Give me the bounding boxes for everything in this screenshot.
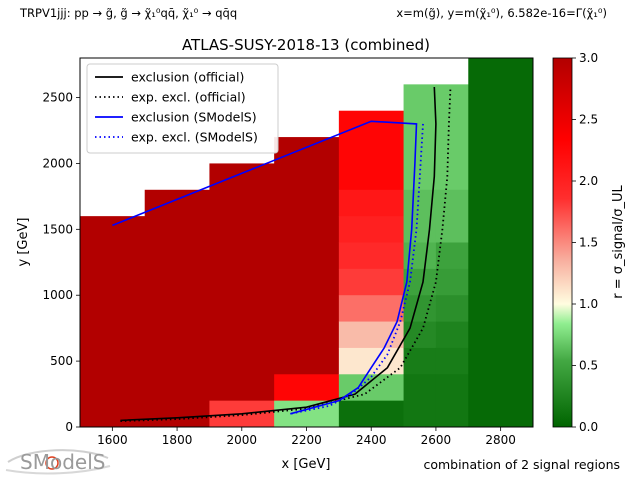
smodels-logo: SModelS — [5, 449, 111, 475]
heatmap-cell — [435, 374, 469, 427]
heatmap-cell — [403, 295, 437, 322]
y-tick-label: 2500 — [42, 91, 73, 105]
heatmap-cell — [338, 216, 404, 243]
heatmap-cell — [274, 374, 340, 402]
colorbar-tick-label: 2.5 — [579, 113, 598, 127]
legend-label: exclusion (SModelS) — [131, 110, 257, 125]
colorbar-label: r = σ_signal/σ_UL — [611, 184, 626, 298]
colorbar-ticks: 0.0 0.5 1.0 1.5 2.0 2.5 3.0 — [572, 51, 598, 434]
heatmap-cell — [468, 58, 533, 427]
footer-note: combination of 2 signal regions — [423, 457, 620, 472]
chart-title: ATLAS-SUSY-2018-13 (combined) — [182, 36, 430, 54]
legend-box — [86, 63, 279, 154]
colorbar-label-text: r = σ_signal/σ_UL — [611, 184, 626, 298]
heatmap-cell — [338, 400, 404, 427]
x-tick-label: 2800 — [485, 433, 516, 447]
legend: exclusion (official) exp. excl. (official… — [86, 63, 279, 154]
heatmap-cell — [435, 268, 469, 296]
expected-exclusion-smodels-line — [290, 123, 424, 415]
y-tick-label: 1500 — [42, 222, 73, 236]
heatmap-cell — [435, 321, 469, 349]
heatmap-cell — [435, 189, 469, 243]
heatmap-cell — [403, 84, 437, 191]
exclusion-smodels-line — [112, 120, 418, 415]
colorbar — [552, 57, 573, 428]
heatmap-cell — [274, 400, 340, 427]
y-axis: 0 500 1000 1500 2000 2500 — [42, 91, 80, 434]
logo-o-ring — [45, 456, 59, 470]
heatmap-cell — [338, 321, 404, 349]
heatmap-cell — [338, 242, 404, 270]
heatmap-cell — [338, 295, 404, 322]
colorbar-tick-label: 0.0 — [579, 420, 598, 434]
x-tick-label: 1600 — [97, 433, 128, 447]
x-tick-label: 2600 — [421, 433, 452, 447]
heatmap-cell — [338, 268, 404, 296]
colorbar-tick-label: 0.5 — [579, 359, 598, 373]
heatmap-cell — [338, 347, 404, 375]
legend-label: exp. excl. (SModelS) — [131, 130, 258, 145]
colorbar-tick-label: 1.5 — [579, 236, 598, 250]
exclusion-curves — [112, 86, 452, 422]
y-tick-label: 2000 — [42, 156, 73, 170]
x-tick-label: 2200 — [291, 433, 322, 447]
heatmap-cell — [209, 163, 275, 402]
colorbar-tick-label: 2.0 — [579, 174, 598, 188]
y-axis-label: y [GeV] — [16, 218, 31, 267]
legend-label: exp. excl. (official) — [131, 90, 246, 105]
y-tick-label: 1000 — [42, 288, 73, 302]
heatmap-cell — [338, 110, 404, 191]
heatmap-cell — [338, 189, 404, 217]
legend-label: exclusion (official) — [131, 70, 244, 85]
heatmap-cell — [435, 84, 469, 191]
heatmap-cell — [435, 347, 469, 375]
heatmap-cell — [274, 137, 340, 375]
x-axis: 1600 1800 2000 2200 2400 2600 2800 — [97, 427, 516, 447]
colorbar-tick-label: 3.0 — [579, 51, 598, 65]
colorbar-tick-label: 1.0 — [579, 297, 598, 311]
header-right: x=m(g̃), y=m(χ̃₁⁰), 6.582e-16=Γ(χ̃₁⁰) — [396, 6, 607, 20]
header-left: TRPV1jjj: pp → g̃, g̃ → χ̃₁⁰qq̄, χ̃₁⁰ → … — [19, 6, 237, 20]
heatmap-cell — [403, 347, 437, 375]
x-tick-label: 2400 — [356, 433, 387, 447]
heatmap-cell — [403, 374, 437, 427]
x-tick-label: 1800 — [162, 433, 193, 447]
y-tick-label: 500 — [50, 354, 73, 368]
heatmap-cell — [338, 374, 404, 402]
x-tick-label: 2000 — [227, 433, 258, 447]
heatmap-cell — [80, 216, 146, 427]
heatmap-cell — [435, 295, 469, 322]
x-axis-label: x [GeV] — [282, 457, 331, 472]
heatmap-cell — [435, 242, 469, 270]
exclusion-official-line — [120, 86, 437, 422]
heatmap-cell — [144, 189, 210, 427]
logo-text: SModelS — [20, 450, 105, 474]
y-tick-label: 0 — [65, 420, 73, 434]
heatmap-cells — [80, 58, 533, 427]
